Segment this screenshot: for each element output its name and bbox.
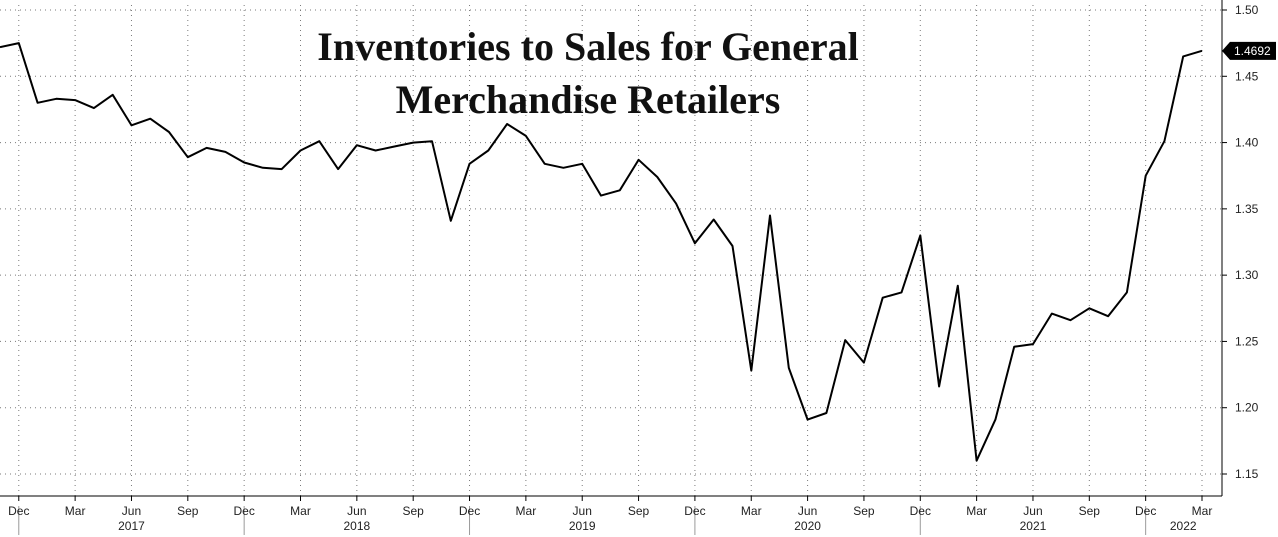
year-label: 2021: [1020, 519, 1047, 533]
series-line: [0, 42, 1203, 462]
x-tick-label: Dec: [684, 504, 705, 518]
x-tick-label: Mar: [741, 504, 762, 518]
x-tick-label: Sep: [628, 504, 650, 518]
y-tick-label: 1.45: [1235, 69, 1259, 83]
x-tick-label: Mar: [290, 504, 311, 518]
x-tick-label: Dec: [8, 504, 29, 518]
x-tick-label: Jun: [347, 504, 366, 518]
x-tick-label: Jun: [798, 504, 817, 518]
x-tick-label: Sep: [403, 504, 425, 518]
x-tick-label: Sep: [853, 504, 875, 518]
y-tick-label: 1.30: [1235, 268, 1259, 282]
x-tick-label: Jun: [1023, 504, 1042, 518]
y-tick-label: 1.40: [1235, 136, 1259, 150]
chart-title-line-1: Inventories to Sales for General: [317, 24, 858, 69]
year-label: 2020: [794, 519, 821, 533]
year-label: 2019: [569, 519, 596, 533]
y-tick-label: 1.35: [1235, 202, 1259, 216]
x-tick-label: Jun: [122, 504, 141, 518]
x-tick-label: Dec: [1135, 504, 1156, 518]
year-label: 2018: [343, 519, 370, 533]
x-tick-label: Mar: [65, 504, 86, 518]
x-tick-label: Jun: [573, 504, 592, 518]
x-tick-label: Dec: [910, 504, 931, 518]
x-tick-label: Mar: [516, 504, 537, 518]
y-tick-label: 1.20: [1235, 401, 1259, 415]
x-tick-label: Dec: [233, 504, 254, 518]
chart-title-line-2: Merchandise Retailers: [396, 77, 781, 122]
last-value-badge: [1222, 41, 1276, 60]
last-value-label: 1.4692: [1234, 44, 1271, 58]
x-tick-label: Mar: [1192, 504, 1213, 518]
year-label: 2017: [118, 519, 145, 533]
y-tick-label: 1.15: [1235, 467, 1259, 481]
x-tick-label: Sep: [1079, 504, 1101, 518]
y-tick-label: 1.25: [1235, 334, 1259, 348]
y-tick-label: 1.50: [1235, 3, 1259, 17]
x-tick-label: Mar: [966, 504, 987, 518]
x-tick-label: Sep: [177, 504, 199, 518]
year-label: 2022: [1170, 519, 1197, 533]
x-tick-label: Dec: [459, 504, 480, 518]
